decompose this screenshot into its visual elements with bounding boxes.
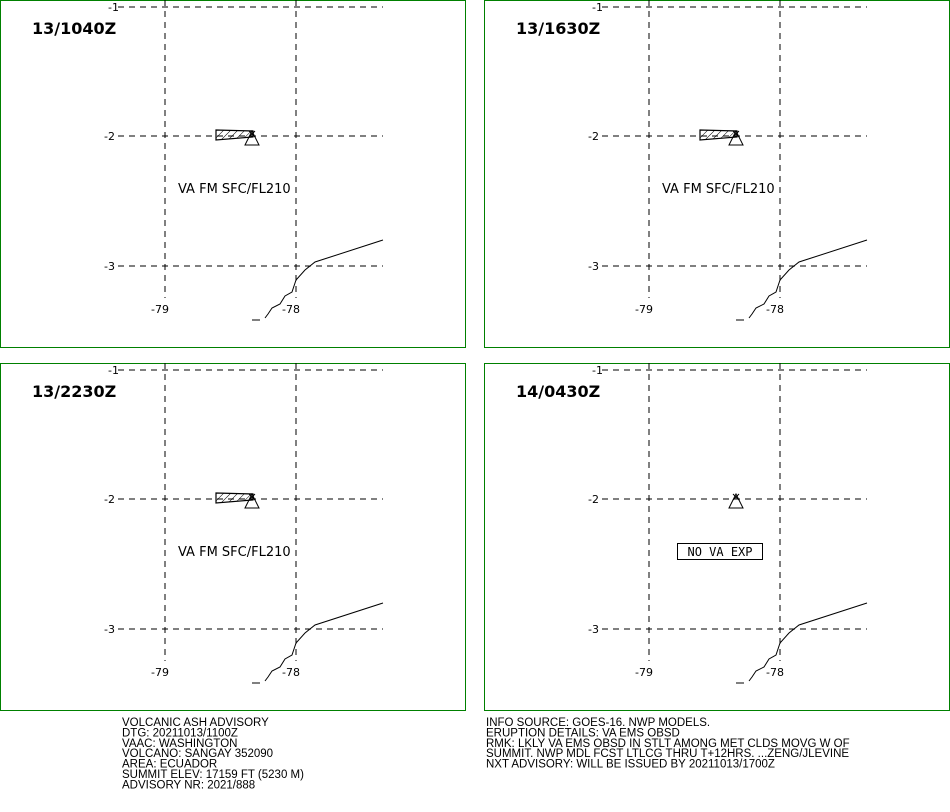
panel-border <box>484 0 950 348</box>
latitude-label: -1 <box>592 1 603 14</box>
longitude-label: -78 <box>282 303 300 316</box>
label-box <box>677 543 763 560</box>
panel-border <box>0 363 466 711</box>
latitude-label: -1 <box>108 364 119 377</box>
longitude-label: -78 <box>766 303 784 316</box>
advisory-line: SUMMIT. NWP MDL FCST LTLCG THRU T+12HRS.… <box>486 748 849 760</box>
advisory-line: INFO SOURCE: GOES-16. NWP MODELS. <box>486 717 710 729</box>
longitude-label: -79 <box>151 303 169 316</box>
coastline <box>264 602 384 682</box>
latitude-label: -2 <box>104 493 115 506</box>
panel-border <box>484 363 950 711</box>
longitude-label: -78 <box>282 666 300 679</box>
latitude-label: -2 <box>588 493 599 506</box>
advisory-line: VOLCANO: SANGAY 352090 <box>122 748 273 760</box>
coastline <box>264 239 384 319</box>
latitude-label: -3 <box>104 260 115 273</box>
ash-cloud <box>215 129 254 141</box>
advisory-line: ERUPTION DETAILS: VA EMS OBSD <box>486 727 680 739</box>
latitude-label: -1 <box>592 364 603 377</box>
ash-cloud <box>215 492 254 504</box>
latitude-label: -1 <box>108 1 119 14</box>
ash-label: VA FM SFC/FL210 <box>178 545 291 560</box>
valid-time: 13/1040Z <box>32 19 116 38</box>
latitude-label: -3 <box>588 623 599 636</box>
forecast-panel: -1 -2 -3 -79 -78 13/2230Z VA FM SFC/FL210 <box>0 363 466 711</box>
volcano <box>728 492 744 509</box>
valid-time: 13/2230Z <box>32 382 116 401</box>
volcano <box>728 129 744 146</box>
advisory-line: DTG: 20211013/1100Z <box>122 727 238 739</box>
longitude-label: -79 <box>635 303 653 316</box>
coastline <box>748 239 868 319</box>
volcano <box>244 129 260 146</box>
advisory-line: VOLCANIC ASH ADVISORY <box>122 717 269 729</box>
latitude-label: -3 <box>588 260 599 273</box>
forecast-panel: -1 -2 -3 -79 -78 14/0430Z NO VA EXP <box>484 363 950 711</box>
latitude-label: -2 <box>588 130 599 143</box>
longitude-label: -78 <box>766 666 784 679</box>
advisory-line: SUMMIT ELEV: 17159 FT (5230 M) <box>122 769 304 781</box>
coastline <box>748 602 868 682</box>
ash-label: VA FM SFC/FL210 <box>178 182 291 197</box>
advisory-line: RMK: LKLY VA EMS OBSD IN STLT AMONG MET … <box>486 738 850 750</box>
panel-border <box>0 0 466 348</box>
ash-label: VA FM SFC/FL210 <box>662 182 775 197</box>
latitude-label: -3 <box>104 623 115 636</box>
advisory-line: NXT ADVISORY: WILL BE ISSUED BY 20211013… <box>486 759 775 771</box>
advisory-line: VAAC: WASHINGTON <box>122 738 237 750</box>
forecast-panel: -1 -2 -3 -79 -78 13/1040Z VA FM SFC/FL210 <box>0 0 466 348</box>
advisory-line: ADVISORY NR: 2021/888 <box>122 779 255 791</box>
latitude-label: -2 <box>104 130 115 143</box>
longitude-label: -79 <box>151 666 169 679</box>
valid-time: 13/1630Z <box>516 19 600 38</box>
summit-mark <box>732 493 740 501</box>
advisory-line: AREA: ECUADOR <box>122 759 217 771</box>
volcano <box>244 492 260 509</box>
ash-cloud <box>699 129 738 141</box>
longitude-label: -79 <box>635 666 653 679</box>
valid-time: 14/0430Z <box>516 382 600 401</box>
forecast-panel: -1 -2 -3 -79 -78 13/1630Z VA FM SFC/FL210 <box>484 0 950 348</box>
ash-label: NO VA EXP <box>687 545 752 559</box>
